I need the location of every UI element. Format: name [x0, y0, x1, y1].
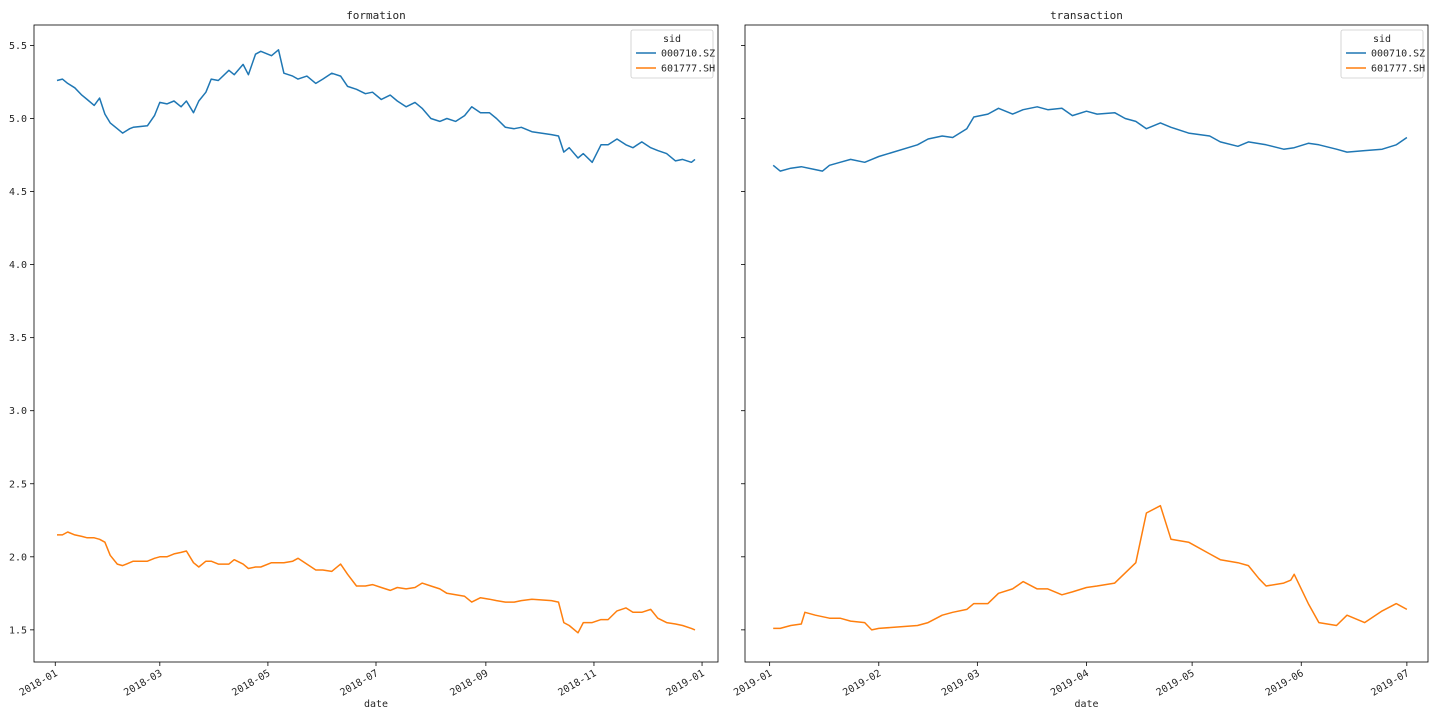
y-tick-label: 3.0 [9, 406, 27, 417]
y-tick-label: 2.5 [9, 479, 27, 490]
y-tick-label: 5.5 [9, 41, 27, 52]
x-axis-label: date [364, 699, 388, 710]
y-tick-label: 4.5 [9, 187, 27, 198]
series-line-601777.SH [773, 504, 1408, 631]
legend-title: sid [1373, 34, 1391, 45]
y-tick-label: 4.0 [9, 260, 27, 271]
legend-title: sid [663, 34, 681, 45]
legend-box [630, 29, 714, 79]
legend-entry: 000710.SZ [1371, 49, 1425, 60]
y-tick-label: 1.5 [9, 625, 27, 636]
legend: sid 000710.SZ 601777.SH [1340, 29, 1425, 79]
y-tick-label: 5.0 [9, 114, 27, 125]
chart-title: formation [346, 9, 406, 22]
legend-box [1340, 29, 1424, 79]
y-tick-label: 2.0 [9, 552, 27, 563]
series-line-000710.SZ [772, 106, 1408, 172]
legend: sid 000710.SZ 601777.SH [630, 29, 715, 79]
series-line-000710.SZ [56, 49, 696, 164]
legend-entry: 601777.SH [661, 64, 715, 75]
legend-entry: 601777.SH [1371, 64, 1425, 75]
x-axis-label: date [1074, 699, 1098, 710]
legend-entry: 000710.SZ [661, 49, 715, 60]
chart-title: transaction [1050, 9, 1123, 22]
series-line-601777.SH [57, 531, 696, 634]
y-tick-label: 3.5 [9, 333, 27, 344]
